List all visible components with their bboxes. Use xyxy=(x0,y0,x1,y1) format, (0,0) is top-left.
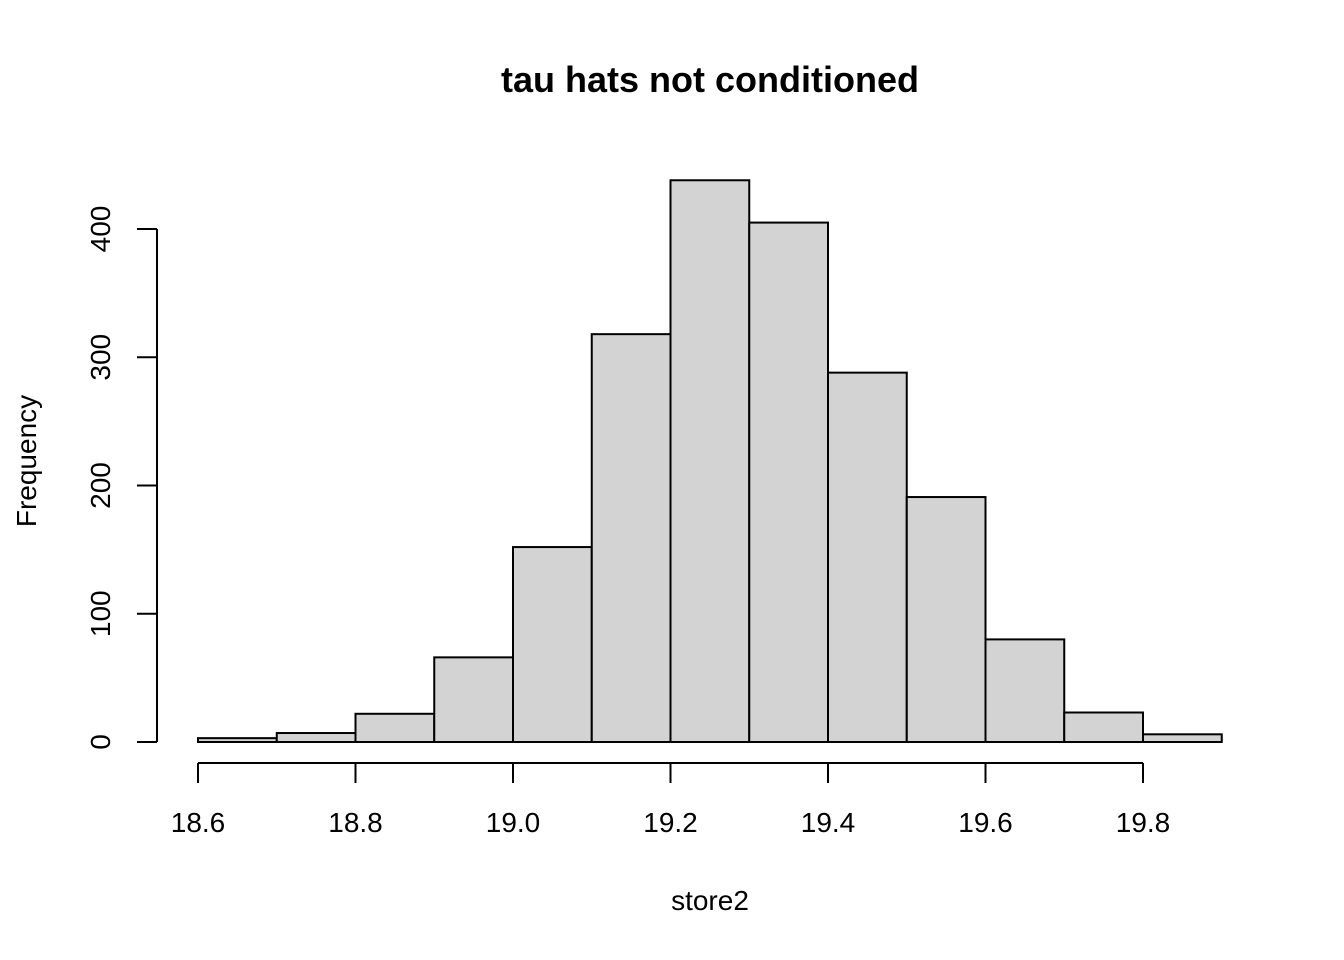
histogram-bar xyxy=(669,179,751,743)
x-tick-label: 19.4 xyxy=(801,807,856,838)
histogram-bar xyxy=(1142,733,1223,743)
y-tick-label: 0 xyxy=(85,734,116,750)
histogram-bar xyxy=(512,546,593,743)
y-axis-label: Frequency xyxy=(11,395,42,527)
x-tick-label: 19.0 xyxy=(486,807,541,838)
histogram-bar xyxy=(827,371,908,743)
histogram-bar xyxy=(433,656,514,743)
y-tick-label: 200 xyxy=(85,462,116,509)
histogram-bar xyxy=(275,732,357,744)
bars-group xyxy=(197,179,1223,744)
x-tick-label: 18.8 xyxy=(328,807,383,838)
y-tick-label: 100 xyxy=(85,590,116,637)
x-tick-label: 19.2 xyxy=(643,807,698,838)
y-axis: 0 100 200 300 400 xyxy=(85,206,158,750)
histogram-bar xyxy=(354,712,436,743)
y-tick-label: 300 xyxy=(85,334,116,381)
histogram-bar xyxy=(1063,711,1144,744)
x-tick-label: 18.6 xyxy=(171,807,226,838)
x-axis: 18.6 18.8 19.0 19.2 19.4 19.6 19.8 xyxy=(171,762,1171,838)
histogram-bar xyxy=(984,638,1066,744)
x-tick-label: 19.8 xyxy=(1116,807,1171,838)
x-axis-label: store2 xyxy=(671,885,749,916)
x-tick-label: 19.6 xyxy=(958,807,1013,838)
histogram-bar xyxy=(748,221,829,743)
chart-title: tau hats not conditioned xyxy=(501,59,919,100)
y-tick-label: 400 xyxy=(85,206,116,253)
histogram-bar xyxy=(197,737,278,744)
histogram-bar xyxy=(590,333,672,743)
histogram-bar xyxy=(905,496,987,744)
